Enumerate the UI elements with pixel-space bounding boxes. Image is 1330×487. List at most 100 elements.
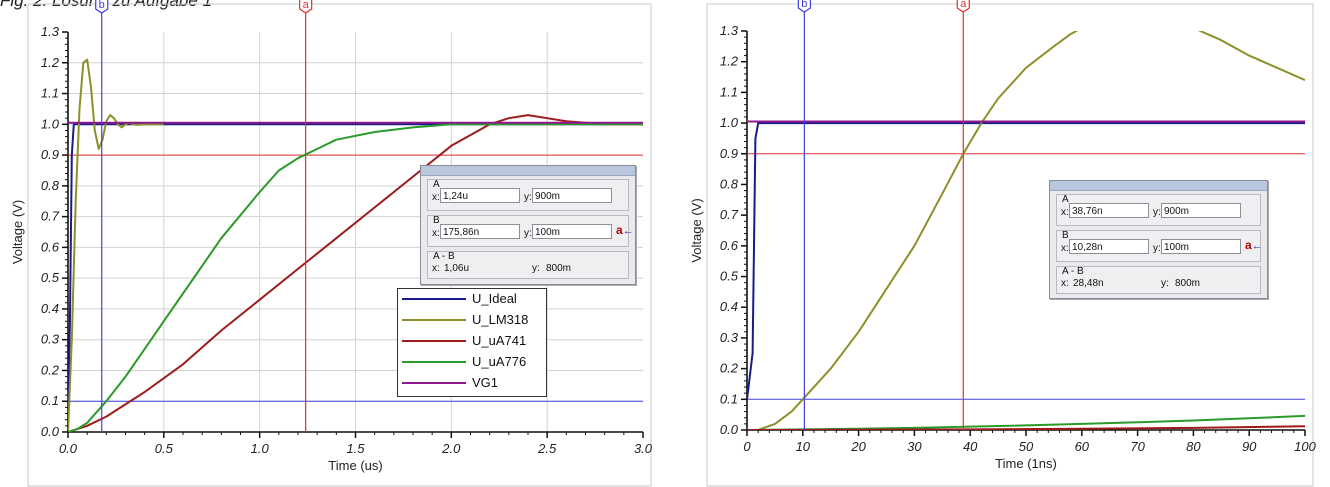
plot-frame: [706, 3, 1314, 487]
x-label: x:: [1061, 278, 1069, 289]
x-tick-label: 70: [1130, 439, 1145, 454]
cursor-b-group: B x: 175,86n y: 100m a←: [427, 215, 634, 247]
cursor-b-title: B: [1062, 230, 1069, 241]
cursor-b-x-value[interactable]: 175,86n: [440, 224, 520, 239]
x-tick-label: 2.5: [537, 441, 557, 456]
y-tick-label: 1.2: [720, 54, 739, 69]
cursor-a-y-value[interactable]: 900m: [1161, 203, 1241, 218]
series-group: [747, 31, 1305, 430]
diff-y-value: 800m: [1175, 278, 1201, 289]
cursor-a-tag-label: a: [303, 0, 310, 11]
y-tick-label: 0.1: [41, 393, 59, 408]
x-tick-label: 50: [1019, 439, 1034, 454]
x-tick-label: 1.5: [346, 441, 365, 456]
x-label: x:: [1061, 207, 1069, 218]
x-tick-label: 0.5: [155, 441, 174, 456]
panel-titlebar[interactable]: [1050, 181, 1267, 191]
cursor-diff-title: A - B: [1062, 266, 1084, 277]
series-line-u-ua741: [747, 425, 1305, 430]
cursor-b-y-value[interactable]: 100m: [1161, 239, 1241, 254]
y-label: y:: [532, 263, 540, 274]
cursor-b-group: B x: 10,28n y: 100m a←: [1056, 230, 1263, 262]
y-tick-label: 0.4: [720, 299, 738, 314]
cursor-b-title: B: [433, 215, 440, 226]
plot-frame: [27, 3, 652, 487]
y-tick-label: 0.1: [720, 391, 738, 406]
y-axis-title: Voltage (V): [689, 198, 704, 262]
series-line-u-lm318: [747, 31, 1305, 430]
cursor-readout-panel-right[interactable]: A x: 38,76n y: 900m B x: 10,28n y: 100m …: [1049, 180, 1268, 299]
legend-swatch: [402, 361, 466, 363]
series-line-u-ideal: [747, 122, 1305, 400]
x-axis-title: Time (1ns): [995, 456, 1057, 471]
x-tick-label: 0: [743, 439, 751, 454]
cursor-b-x-value[interactable]: 10,28n: [1069, 239, 1149, 254]
legend-swatch: [402, 382, 466, 384]
legend-item: U_Ideal: [402, 289, 542, 309]
x-axis-title: Time (us): [328, 458, 382, 473]
cursor-a-marker: [956, 0, 970, 13]
legend-label: U_uA776: [472, 354, 527, 369]
y-tick-label: 0.0: [41, 424, 60, 439]
x-label: x:: [432, 192, 440, 203]
cursor-b-tag-label: b: [99, 0, 105, 11]
transient-plot-right: 0.0 0.1 0.2 0.3 0.4 0.5 0.6 0.7 0.8 0.9 1.0 1.1 1.2 1…: [689, 0, 1317, 487]
y-axis-title: Voltage (V): [10, 200, 25, 264]
x-tick-label: 0.0: [59, 441, 78, 456]
x-tick-label: 60: [1075, 439, 1090, 454]
cursor-a-marker: [299, 0, 313, 14]
legend-label: U_uA741: [472, 333, 527, 348]
swap-cursor-button[interactable]: a←: [616, 223, 634, 237]
x-tick-label: 30: [907, 439, 922, 454]
series-line-u-lm318: [68, 58, 164, 432]
cursor-b-marker: [95, 0, 109, 14]
cursor-a-title: A: [433, 179, 440, 190]
y-tick-label: 0.2: [41, 362, 60, 377]
y-tick-label: 0.6: [720, 238, 739, 253]
y-tick-label: 0.9: [720, 146, 738, 161]
cursor-a-title: A: [1062, 194, 1069, 205]
cursor-b-y-value[interactable]: 100m: [532, 224, 612, 239]
cursor-readout-panel-left[interactable]: A x: 1,24u y: 900m B x: 175,86n y: 100m …: [420, 165, 636, 285]
legend-label: VG1: [472, 375, 499, 390]
legend-label: U_Ideal: [472, 291, 517, 306]
x-tick-label: 1.0: [251, 441, 270, 456]
diff-x-value: 1,06u: [444, 263, 470, 274]
cursor-a-x-value[interactable]: 1,24u: [440, 188, 520, 203]
y-label: y:: [1161, 278, 1169, 289]
cursor-a-x-value[interactable]: 38,76n: [1069, 203, 1149, 218]
series-line-u-ua741: [68, 114, 643, 432]
y-tick-label: 1.3: [41, 24, 60, 39]
cursor-a-y-value[interactable]: 900m: [532, 188, 612, 203]
x-tick-label: 40: [963, 439, 978, 454]
swap-cursor-button[interactable]: a←: [1245, 238, 1263, 252]
y-tick-label: 0.2: [720, 361, 739, 376]
y-tick-label: 0.7: [720, 207, 739, 222]
x-tick-label: 90: [1242, 439, 1257, 454]
left-arrow-icon: ←: [622, 225, 634, 237]
legend-item: VG1: [402, 373, 542, 393]
series-line-u-ua776: [68, 123, 643, 432]
legend-item: U_uA741: [402, 331, 542, 351]
swap-button-label: a: [1245, 238, 1252, 252]
y-tick-label: 1.0: [41, 116, 60, 131]
x-tick-label: 10: [796, 439, 811, 454]
diff-y-value: 800m: [546, 263, 572, 274]
cursor-b-tag-label: b: [801, 0, 807, 10]
y-label: y:: [524, 228, 532, 239]
legend-swatch: [402, 298, 466, 300]
cursor-diff-title: A - B: [433, 251, 455, 262]
cursor-diff-group: A - B x: 28,48n y: 800m: [1056, 266, 1261, 294]
y-tick-label: 0.5: [41, 270, 60, 285]
y-tick-label: 0.0: [720, 422, 739, 437]
y-tick-label: 1.2: [41, 55, 60, 70]
x-tick-label: 20: [850, 439, 866, 454]
x-tick-label: 3.0: [634, 441, 653, 456]
x-tick-label: 80: [1186, 439, 1201, 454]
series-group: [68, 58, 643, 432]
y-tick-label: 0.4: [41, 301, 59, 316]
panel-titlebar[interactable]: [421, 166, 635, 176]
y-label: y:: [524, 192, 532, 203]
legend-item: U_LM318: [402, 310, 542, 330]
left-arrow-icon: ←: [1251, 240, 1263, 252]
